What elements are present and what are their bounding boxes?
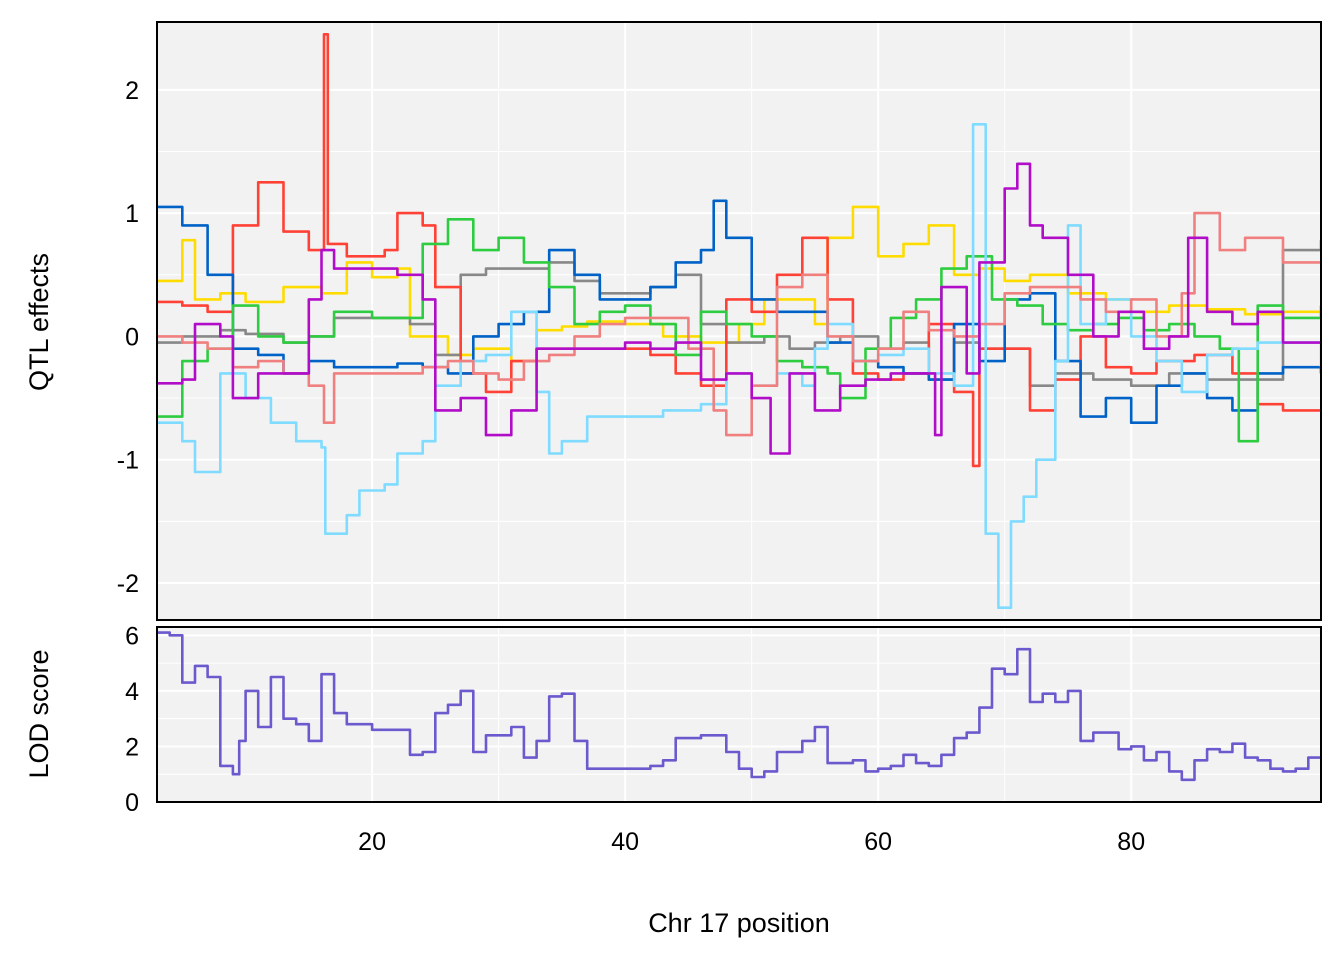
series-line-3 — [157, 33, 1321, 468]
top-y-axis-title: QTL effects — [24, 253, 54, 391]
x-tick-label: 60 — [864, 828, 892, 856]
x-axis-title: Chr 17 position — [648, 908, 830, 938]
x-tick-label: 20 — [358, 828, 386, 856]
y-tick-label: 2 — [125, 733, 139, 761]
qtl-effects-panel: -2 -1 0 1 2 — [117, 21, 1322, 621]
plot-background — [157, 627, 1321, 802]
y-tick-label: 6 — [125, 622, 139, 650]
x-tick-label: 80 — [1117, 828, 1145, 856]
lod-score-panel: 0 2 4 6 20 40 60 80 — [125, 622, 1322, 856]
y-tick-label: 2 — [125, 77, 139, 105]
y-tick-label: 0 — [125, 789, 139, 817]
y-tick-label: -1 — [117, 447, 139, 475]
bottom-y-axis-title: LOD score — [24, 649, 54, 778]
plot-background — [157, 22, 1321, 620]
y-tick-label: 1 — [125, 200, 139, 228]
series-line-8 — [157, 162, 1321, 455]
y-tick-label: 4 — [125, 678, 139, 706]
series-line-5 — [157, 218, 1321, 443]
x-tick-label: 40 — [611, 828, 639, 856]
series-line-7 — [157, 211, 1321, 437]
series-line-1 — [157, 205, 1321, 363]
series-line-1 — [157, 631, 1321, 782]
y-tick-label: 0 — [125, 323, 139, 351]
plot-frame — [156, 21, 1322, 621]
series-line-4 — [157, 199, 1321, 424]
y-tick-label: -2 — [117, 570, 139, 598]
plot-frame — [156, 626, 1322, 803]
